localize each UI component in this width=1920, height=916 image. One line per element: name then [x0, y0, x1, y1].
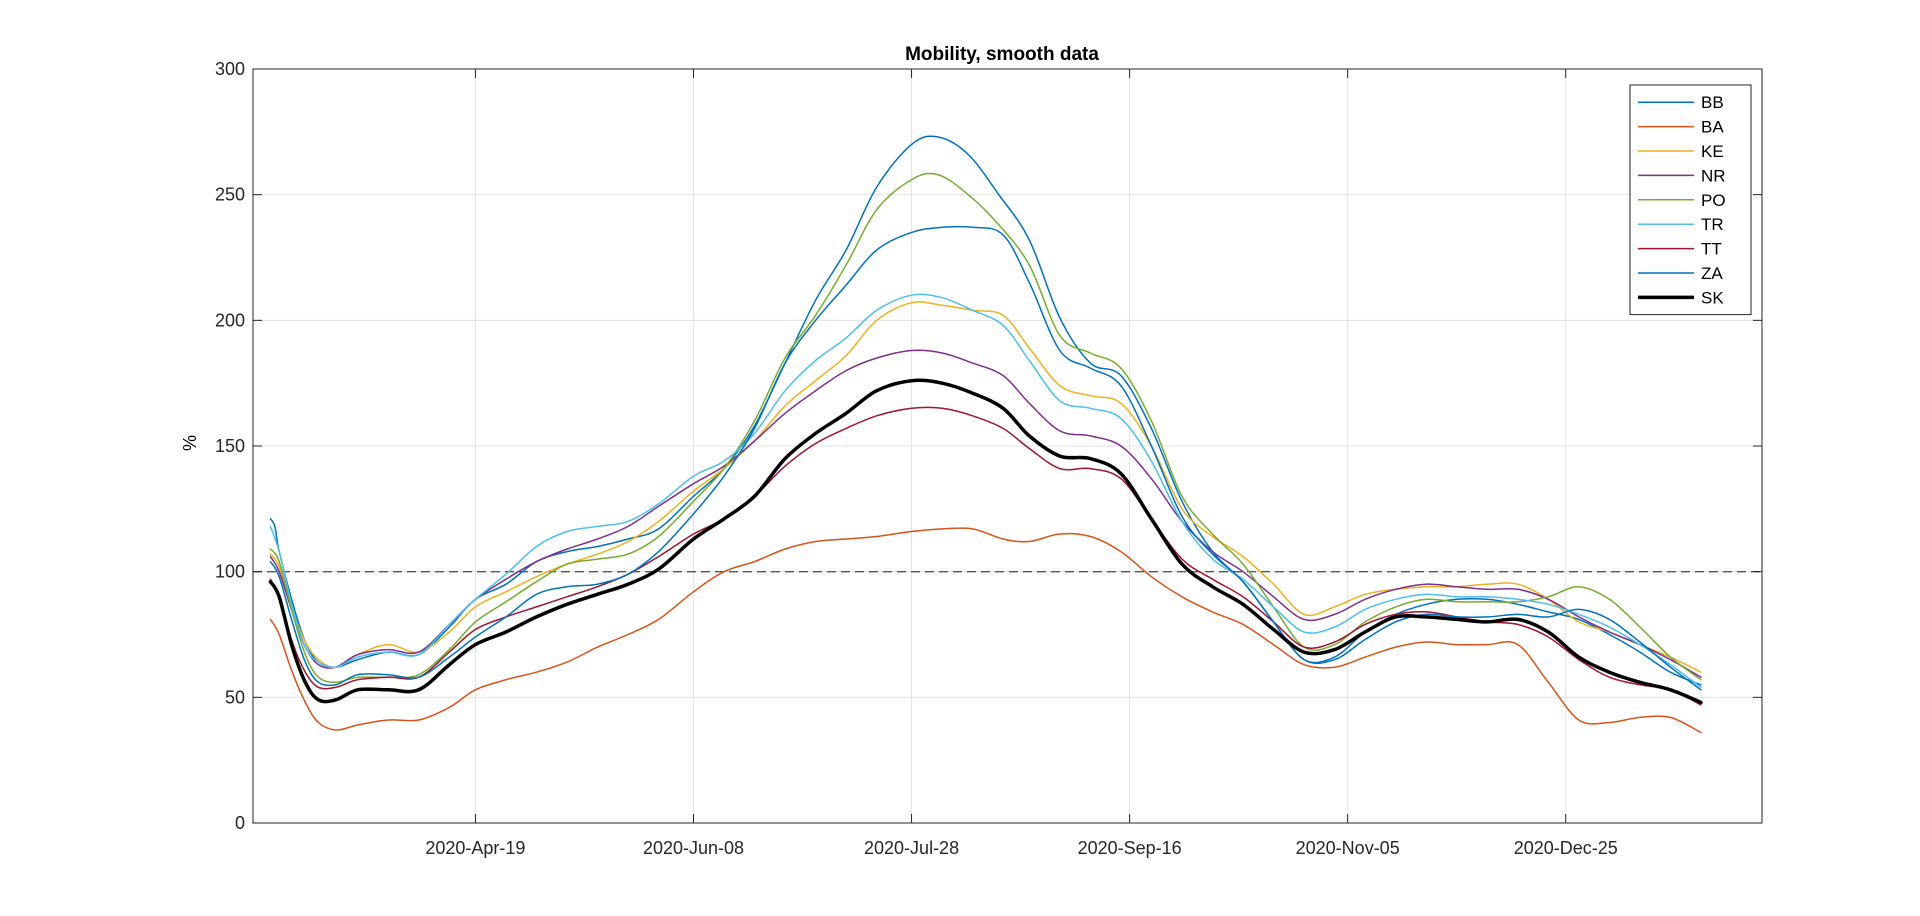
series-layer	[268, 135, 1703, 734]
x-tick-label: 2020-Apr-19	[425, 838, 525, 858]
y-tick-label: 250	[215, 185, 245, 205]
y-tick-label: 100	[215, 562, 245, 582]
legend-label-tt: TT	[1701, 240, 1722, 259]
series-line-po	[269, 172, 1702, 684]
y-tick-label: 150	[215, 436, 245, 456]
x-tick-label: 2020-Dec-25	[1514, 838, 1618, 858]
grid	[253, 69, 1762, 823]
legend-label-po: PO	[1701, 191, 1726, 210]
series-line-ba	[269, 527, 1702, 734]
series-line-tt	[269, 406, 1702, 706]
x-tick-label: 2020-Jun-08	[643, 838, 744, 858]
y-tick-label: 50	[225, 687, 245, 707]
series-line-za	[269, 225, 1702, 691]
legend-label-nr: NR	[1701, 166, 1726, 185]
legend-label-bb: BB	[1701, 93, 1724, 112]
series-line-nr	[269, 349, 1702, 678]
series-line-sk	[268, 378, 1703, 705]
chart-title: Mobility, smooth data	[905, 44, 1099, 65]
series-line-tr	[269, 293, 1702, 689]
y-tick-label: 0	[235, 813, 245, 833]
axes: 0 50 100 150 200 250 300 2020-Apr-19 2020-Jun-08…	[215, 59, 1763, 858]
x-tick-label: 2020-Sep-16	[1078, 838, 1182, 858]
legend-label-za: ZA	[1701, 264, 1723, 283]
y-tick-label: 200	[215, 310, 245, 330]
legend-label-sk: SK	[1701, 288, 1724, 307]
legend: BB BA KE NR PO TR TT ZA SK	[1629, 84, 1752, 316]
x-tick-label: 2020-Nov-05	[1296, 838, 1400, 858]
y-axis-label: %	[180, 435, 200, 451]
legend-label-tr: TR	[1701, 215, 1724, 234]
legend-label-ba: BA	[1701, 118, 1724, 137]
y-tick-label: 300	[215, 59, 245, 79]
legend-label-ke: KE	[1701, 142, 1724, 161]
x-tick-label: 2020-Jul-28	[864, 838, 959, 858]
